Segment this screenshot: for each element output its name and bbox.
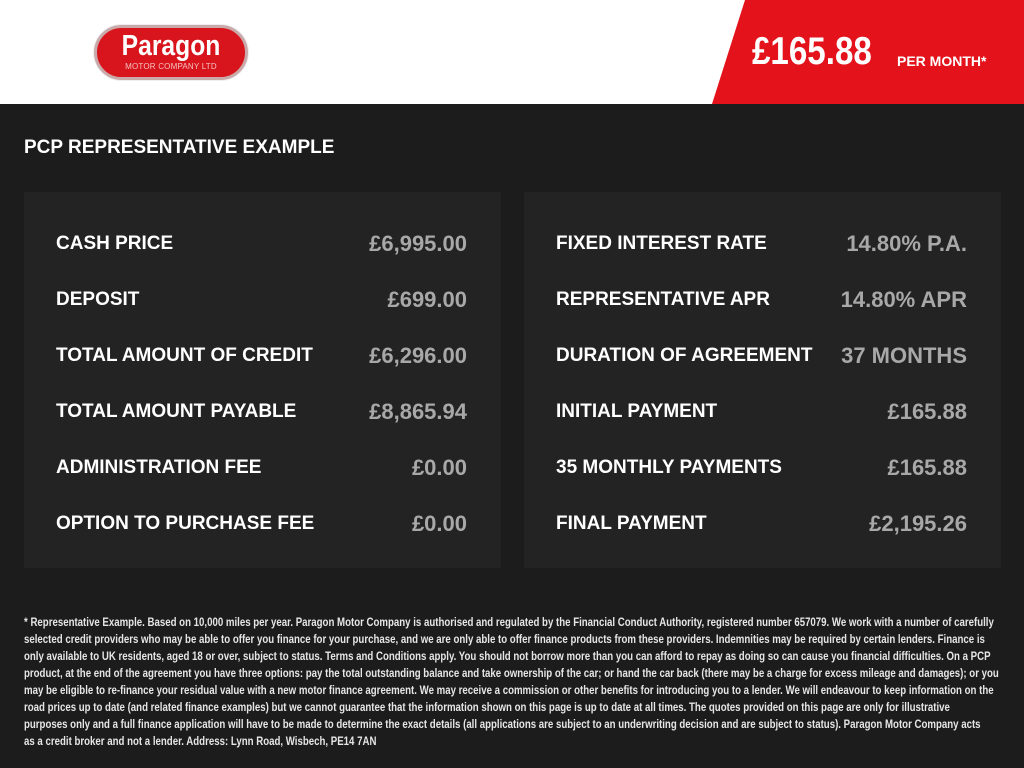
row-label: OPTION TO PURCHASE FEE (56, 513, 315, 534)
row-label: TOTAL AMOUNT OF CREDIT (56, 345, 313, 366)
row-value: 37 MONTHS (841, 343, 967, 368)
finance-row: TOTAL AMOUNT OF CREDIT £6,296.00 (56, 341, 467, 371)
finance-row: DEPOSIT £699.00 (56, 285, 467, 315)
row-value: 14.80% APR (840, 287, 967, 312)
finance-row: 35 MONTHLY PAYMENTS £165.88 (556, 453, 967, 483)
finance-row: FINAL PAYMENT £2,195.26 (556, 509, 967, 539)
disclaimer-line: as a credit broker and not a lender. Add… (24, 736, 377, 748)
per-month-label: PER MONTH* (897, 53, 987, 69)
finance-row: REPRESENTATIVE APR 14.80% APR (556, 285, 967, 315)
row-label: INITIAL PAYMENT (556, 401, 718, 422)
row-value: £2,195.26 (869, 511, 967, 536)
row-value: £699.00 (387, 287, 467, 312)
finance-row: ADMINISTRATION FEE £0.00 (56, 453, 467, 483)
row-label: CASH PRICE (56, 233, 174, 254)
finance-panel-left: CASH PRICE £6,995.00 DEPOSIT £699.00 TOTAL… (24, 192, 501, 568)
row-label: DURATION OF AGREEMENT (556, 345, 813, 366)
row-value: £6,995.00 (369, 231, 467, 256)
row-label: 35 MONTHLY PAYMENTS (556, 457, 782, 478)
finance-row: TOTAL AMOUNT PAYABLE £8,865.94 (56, 397, 467, 427)
row-label: FINAL PAYMENT (556, 513, 707, 534)
finance-panel-right: FIXED INTEREST RATE 14.80% P.A. REPRESENT… (524, 192, 1001, 568)
finance-row: FIXED INTEREST RATE 14.80% P.A. (556, 229, 967, 259)
paragon-logo[interactable]: Paragon MOTOR COMPANY LTD (94, 25, 248, 80)
section-title: PCP REPRESENTATIVE EXAMPLE (24, 137, 335, 158)
finance-row: OPTION TO PURCHASE FEE £0.00 (56, 509, 467, 539)
disclaimer-line: may be eligible to re-finance your resid… (24, 685, 994, 697)
finance-row: CASH PRICE £6,995.00 (56, 229, 467, 259)
row-value: £165.88 (887, 399, 967, 424)
row-label: TOTAL AMOUNT PAYABLE (56, 401, 297, 422)
row-label: REPRESENTATIVE APR (556, 289, 770, 310)
disclaimer-line: * Representative Example. Based on 10,00… (24, 617, 994, 629)
disclaimer-line: product, at the end of the agreement you… (24, 668, 999, 680)
row-label: ADMINISTRATION FEE (56, 457, 262, 478)
finance-row: DURATION OF AGREEMENT 37 MONTHS (556, 341, 967, 371)
header: Paragon MOTOR COMPANY LTD £165.88 PER MO… (0, 0, 1024, 104)
row-value: 14.80% P.A. (846, 231, 967, 256)
row-value: £0.00 (411, 455, 467, 480)
finance-row: INITIAL PAYMENT £165.88 (556, 397, 967, 427)
disclaimer-line: purposes only and a full finance applica… (24, 719, 981, 731)
disclaimer-line: selected credit providers who may be abl… (24, 634, 985, 646)
logo-subtext: MOTOR COMPANY LTD (125, 62, 217, 71)
row-value: £165.88 (887, 455, 967, 480)
row-label: DEPOSIT (56, 289, 140, 310)
monthly-price: £165.88 (752, 30, 872, 73)
disclaimer-line: road prices up to date (and related fina… (24, 702, 950, 714)
row-value: £8,865.94 (369, 399, 467, 424)
price-banner: £165.88 PER MONTH* (712, 0, 1024, 104)
row-value: £6,296.00 (369, 343, 467, 368)
row-value: £0.00 (411, 511, 467, 536)
logo-text: Paragon (121, 30, 221, 62)
row-label: FIXED INTEREST RATE (556, 233, 767, 254)
disclaimer: * Representative Example. Based on 10,00… (24, 615, 999, 751)
disclaimer-line: only available to UK residents, aged 18 … (24, 651, 991, 663)
